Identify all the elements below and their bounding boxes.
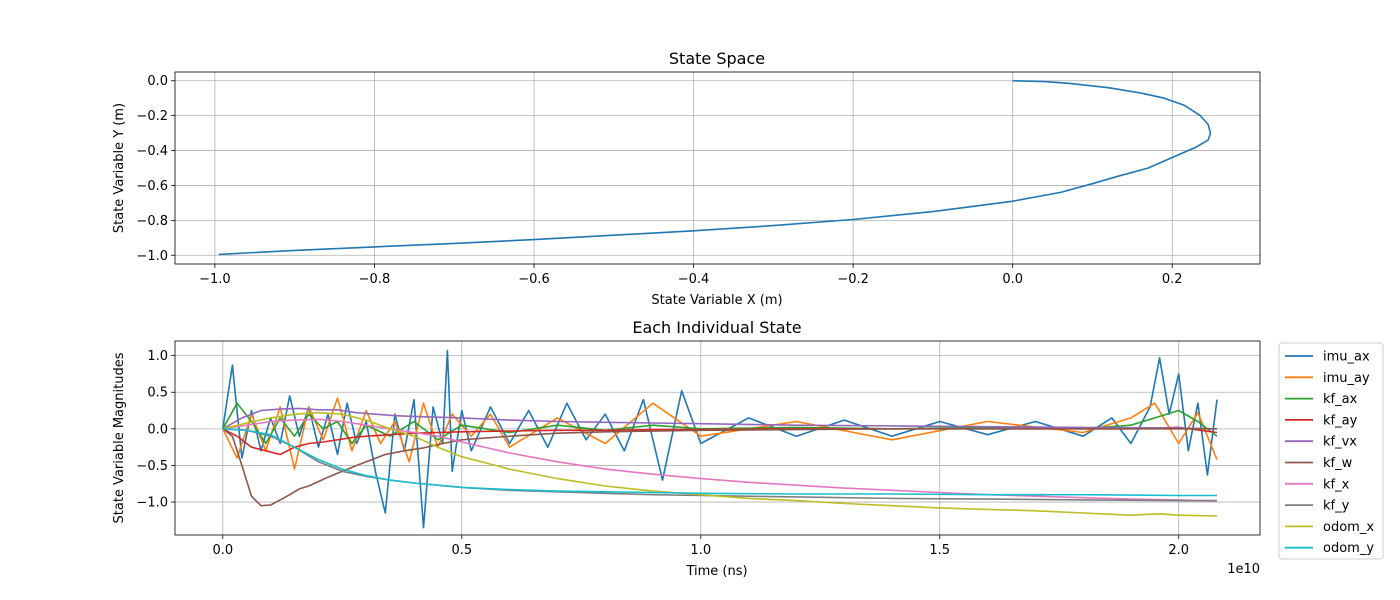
x-tick-label: 2.0 [1168,543,1189,558]
y-tick-label: −0.2 [136,109,168,124]
x-axis-label: Time (ns) [685,564,747,579]
x-tick-label: 0.0 [1002,272,1023,287]
legend-label: kf_w [1323,456,1353,471]
series-line-imu-ay [222,397,1218,470]
legend-item-odom-y: odom_y [1285,541,1374,556]
series-line-kf-vx [222,407,1218,430]
legend-item-kf-ay: kf_ay [1285,413,1358,428]
x-tick-label: 1.5 [929,543,950,558]
plot-lines [218,79,1212,256]
x-ticks: −1.0 −0.8 −0.6 −0.4 −0.2 0.0 0.2 [199,264,1183,287]
legend-item-imu-ay: imu_ay [1285,371,1370,386]
legend: imu_ax imu_ay kf_ax kf_ay kf_vx kf_w kf_x kf_yo… [1278,342,1384,560]
grid [175,72,1260,264]
legend-item-odom-x: odom_x [1285,520,1374,535]
series-line-odom-y [222,428,1217,497]
plot-lines [222,349,1218,529]
legend-item-kf-x: kf_x [1285,477,1350,492]
x-tick-label: −0.2 [837,272,869,287]
x-tick-label: 0.0 [212,543,233,558]
y-axis-label: State Variable Magnitudes [112,352,127,523]
x-tick-label: 0.2 [1162,272,1183,287]
y-tick-label: −1.0 [136,496,168,511]
y-ticks: 0.0 −0.2 −0.4 −0.6 −0.8 −1.0 [136,74,175,264]
legend-label: kf_vx [1323,435,1357,450]
individual-state-chart: Each Individual State 0.0 0.5 1.0 1.5 2.0 1.… [112,318,1261,579]
legend-label: odom_y [1323,541,1374,556]
x-offset-label: 1e10 [1227,562,1260,577]
legend-label: kf_ay [1323,413,1358,428]
x-tick-label: −1.0 [199,272,231,287]
y-tick-label: 0.0 [147,422,168,437]
y-ticks: 1.0 0.5 0.0 −0.5 −1.0 [136,349,175,511]
x-tick-label: −0.4 [678,272,710,287]
axes-frame [174,340,1261,536]
x-tick-label: 0.5 [451,543,472,558]
y-tick-label: −0.6 [136,179,168,194]
x-ticks: 0.0 0.5 1.0 1.5 2.0 [212,535,1189,558]
axes-frame [174,71,1261,265]
grid [175,341,1260,535]
legend-label: odom_x [1323,520,1374,535]
y-tick-label: −0.4 [136,144,168,159]
series-line-kf-y [222,428,1217,502]
y-tick-label: −1.0 [136,249,168,264]
legend-items: imu_ax imu_ay kf_ax kf_ay kf_vx kf_w kf_x kf_yo… [1285,350,1374,556]
series-line-series-0 [218,79,1212,256]
series-line-imu-ax [222,349,1218,529]
y-tick-label: −0.5 [136,459,168,474]
legend-item-kf-ax: kf_ax [1285,392,1358,407]
series-line-kf-x [222,418,1218,503]
x-axis-label: State Variable X (m) [651,293,782,308]
chart-title: State Space [669,49,765,68]
legend-item-kf-vx: kf_vx [1285,435,1357,450]
legend-item-kf-w: kf_w [1285,456,1353,471]
series-line-kf-w [222,427,1217,507]
series-line-odom-x [222,411,1218,517]
y-tick-label: −0.8 [136,214,168,229]
legend-label: kf_x [1323,477,1350,492]
legend-label: kf_y [1323,499,1350,514]
legend-item-imu-ax: imu_ax [1285,350,1370,365]
chart-title: Each Individual State [632,318,801,337]
y-axis-label: State Variable Y (m) [112,103,127,233]
legend-label: imu_ay [1323,371,1370,386]
y-tick-label: 0.0 [147,74,168,89]
x-tick-label: −0.6 [518,272,550,287]
legend-item-kf-y: kf_y [1285,499,1350,514]
y-tick-label: 0.5 [147,386,168,401]
legend-label: kf_ax [1323,392,1358,407]
y-tick-label: 1.0 [147,349,168,364]
x-tick-label: 1.0 [690,543,711,558]
x-tick-label: −0.8 [359,272,391,287]
legend-label: imu_ax [1323,350,1370,365]
state-space-chart: State Space −1.0 −0.8 −0.6 −0.4 −0.2 0.0 0.2 0… [112,49,1261,308]
